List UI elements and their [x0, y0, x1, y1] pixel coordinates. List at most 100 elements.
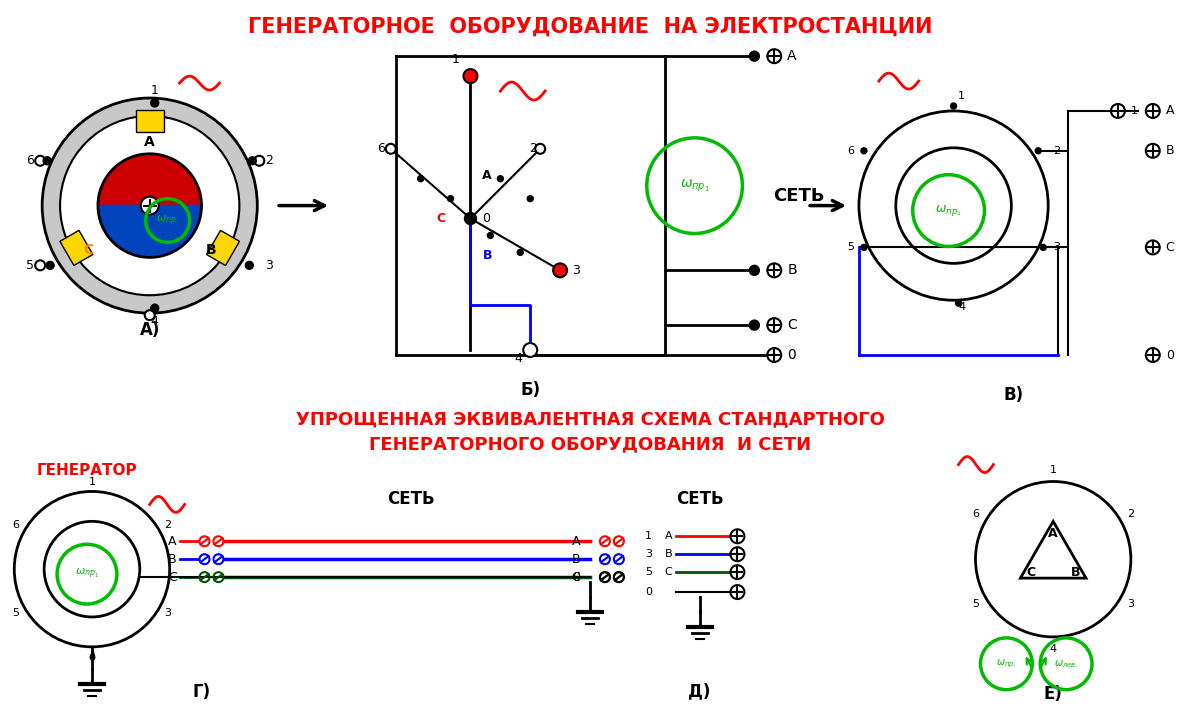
Circle shape [731, 530, 744, 543]
Text: B: B [206, 244, 217, 258]
Text: C: C [436, 212, 446, 225]
Text: A: A [144, 135, 156, 149]
Text: A: A [1166, 104, 1174, 117]
Text: Г): Г) [192, 682, 211, 701]
Circle shape [861, 148, 867, 154]
Text: 4: 4 [514, 352, 522, 365]
Circle shape [35, 155, 45, 165]
Text: $\omega_{пр.}$: $\omega_{пр.}$ [996, 657, 1016, 670]
Circle shape [42, 98, 257, 313]
Text: 5: 5 [645, 567, 652, 577]
Text: $\omega_{пр_1}$: $\omega_{пр_1}$ [935, 203, 962, 218]
Text: 1: 1 [645, 531, 652, 541]
Text: 3: 3 [1053, 242, 1060, 253]
Text: A: A [482, 169, 492, 182]
Text: ГЕНЕРАТОР: ГЕНЕРАТОР [37, 462, 137, 478]
Circle shape [245, 261, 253, 269]
Circle shape [463, 69, 477, 83]
Circle shape [768, 49, 782, 63]
Text: B: B [1071, 566, 1080, 579]
Text: 1: 1 [959, 91, 966, 101]
Circle shape [527, 196, 533, 202]
Text: B: B [665, 550, 672, 559]
Circle shape [750, 51, 759, 61]
Circle shape [498, 175, 503, 182]
Text: В): В) [1003, 386, 1023, 404]
Text: ГЕНЕРАТОРНОЕ  ОБОРУДОВАНИЕ  НА ЭЛЕКТРОСТАНЦИИ: ГЕНЕРАТОРНОЕ ОБОРУДОВАНИЕ НА ЭЛЕКТРОСТАН… [248, 16, 933, 36]
Circle shape [417, 175, 423, 182]
Circle shape [535, 144, 545, 154]
Text: СЕТЬ: СЕТЬ [676, 491, 724, 508]
Circle shape [35, 261, 45, 271]
Circle shape [44, 157, 51, 165]
Text: ГЕНЕРАТОРНОГО ОБОРУДОВАНИЯ  И СЕТИ: ГЕНЕРАТОРНОГО ОБОРУДОВАНИЯ И СЕТИ [369, 436, 811, 454]
Text: A: A [169, 535, 177, 548]
Circle shape [1146, 348, 1160, 362]
Text: B: B [482, 249, 492, 262]
Text: A: A [572, 535, 580, 548]
Text: 0: 0 [788, 348, 796, 362]
Circle shape [768, 263, 782, 278]
Text: C: C [1026, 566, 1035, 579]
Bar [136, 110, 164, 132]
Circle shape [151, 99, 159, 107]
Text: 2: 2 [265, 154, 274, 168]
Text: $\omega_{пр_1}$: $\omega_{пр_1}$ [74, 567, 99, 581]
Text: C: C [788, 318, 797, 332]
Circle shape [750, 266, 759, 275]
Circle shape [750, 320, 759, 330]
Circle shape [1146, 241, 1160, 254]
Text: 5: 5 [26, 259, 34, 272]
Circle shape [46, 261, 54, 269]
Text: 4: 4 [959, 302, 966, 312]
Text: 3: 3 [1127, 599, 1134, 609]
Circle shape [1146, 104, 1160, 118]
Text: 6: 6 [377, 142, 384, 155]
Polygon shape [98, 206, 202, 258]
Text: 6: 6 [971, 509, 979, 520]
Circle shape [553, 263, 567, 278]
Text: 5: 5 [971, 599, 979, 609]
Text: 4: 4 [1049, 644, 1056, 654]
Circle shape [151, 304, 159, 312]
Text: $\omega_{пр.}$: $\omega_{пр.}$ [156, 213, 179, 228]
Circle shape [465, 212, 476, 224]
Text: 1: 1 [151, 84, 159, 97]
Text: 2: 2 [1053, 146, 1060, 155]
Text: 0: 0 [88, 652, 95, 663]
Circle shape [487, 232, 493, 239]
Text: СЕТЬ: СЕТЬ [387, 491, 435, 508]
Text: Д): Д) [689, 682, 711, 701]
Circle shape [1146, 144, 1160, 158]
Polygon shape [98, 154, 202, 206]
Circle shape [950, 103, 956, 109]
Circle shape [140, 197, 159, 214]
Text: B: B [788, 263, 797, 278]
Circle shape [731, 585, 744, 599]
Text: C: C [167, 571, 177, 584]
Circle shape [44, 521, 140, 617]
Text: C: C [1166, 241, 1174, 254]
Circle shape [1111, 104, 1125, 118]
Circle shape [975, 481, 1131, 637]
Text: 1: 1 [88, 476, 95, 486]
Text: 4: 4 [88, 652, 95, 662]
Text: 2: 2 [1127, 509, 1134, 520]
Circle shape [145, 310, 154, 320]
Text: Б): Б) [520, 381, 540, 399]
Text: А): А) [139, 321, 160, 339]
Circle shape [448, 196, 454, 202]
Text: C: C [665, 567, 672, 577]
Text: $\omega_{пр_1}$: $\omega_{пр_1}$ [680, 178, 710, 194]
Circle shape [731, 565, 744, 579]
Text: 5: 5 [847, 242, 854, 253]
Text: 0: 0 [482, 212, 490, 225]
Circle shape [861, 244, 867, 251]
Text: 0: 0 [645, 587, 652, 597]
Text: 2: 2 [164, 520, 171, 530]
Text: СЕТЬ: СЕТЬ [773, 187, 825, 204]
Circle shape [768, 348, 782, 362]
Circle shape [523, 343, 538, 357]
Text: 3: 3 [265, 259, 274, 272]
Text: 1: 1 [1049, 464, 1056, 474]
